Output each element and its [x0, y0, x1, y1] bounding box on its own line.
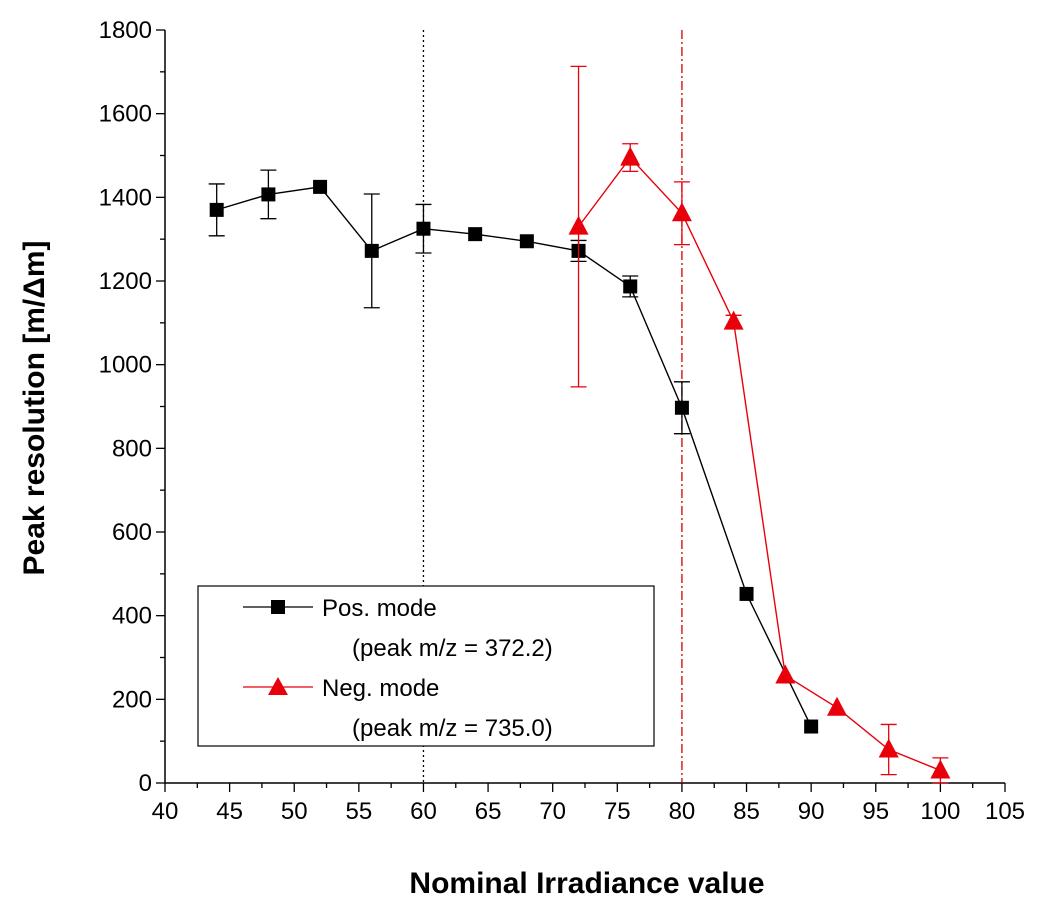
- data-point: [674, 400, 689, 415]
- x-tick-label: 60: [410, 798, 437, 825]
- y-tick-label: 400: [112, 603, 152, 630]
- legend: Pos. mode (peak m/z = 372.2) Neg. mode (…: [197, 585, 655, 747]
- x-tick-label: 70: [539, 798, 566, 825]
- x-tick-label: 55: [345, 798, 372, 825]
- y-tick-label: 600: [112, 519, 152, 546]
- y-tick-label: 800: [112, 435, 152, 462]
- x-tick-label: 75: [604, 798, 631, 825]
- data-point: [620, 146, 641, 166]
- y-tick-label: 1200: [99, 268, 152, 295]
- data-point: [568, 215, 589, 235]
- data-point: [723, 310, 744, 330]
- legend-marker-neg: [268, 677, 288, 695]
- data-point: [739, 586, 754, 601]
- legend-label-neg: Neg. mode: [322, 675, 439, 702]
- data-point: [364, 243, 379, 258]
- y-tick-label: 1600: [99, 101, 152, 128]
- legend-marker-pos: [271, 600, 285, 614]
- x-tick-label: 50: [281, 798, 308, 825]
- legend-sublabel-pos: (peak m/z = 372.2): [352, 635, 553, 662]
- legend-label-pos: Pos. mode: [322, 595, 437, 622]
- data-point: [930, 759, 951, 779]
- x-tick-label: 105: [985, 798, 1025, 825]
- data-point: [468, 227, 483, 242]
- x-tick-label: 95: [862, 798, 889, 825]
- y-tick-label: 0: [139, 770, 152, 797]
- x-tick-label: 90: [798, 798, 825, 825]
- y-tick-label: 1800: [99, 17, 152, 44]
- series-layer: [208, 65, 951, 784]
- data-point: [313, 179, 328, 194]
- x-tick-label: 80: [669, 798, 696, 825]
- data-point: [804, 719, 819, 734]
- y-axis-title: Peak resolution [m/Δm]: [18, 241, 51, 576]
- data-point: [261, 187, 276, 202]
- x-tick-label: 45: [216, 798, 243, 825]
- y-tick-label: 1000: [99, 352, 152, 379]
- data-point: [209, 202, 224, 217]
- x-tick-label: 100: [920, 798, 960, 825]
- series-line: [577, 156, 941, 772]
- data-point: [775, 664, 796, 684]
- y-tick-label: 200: [112, 686, 152, 713]
- x-tick-label: 40: [152, 798, 179, 825]
- x-tick-label: 65: [475, 798, 502, 825]
- data-point: [519, 234, 534, 249]
- data-point: [827, 696, 847, 716]
- legend-sublabel-neg: (peak m/z = 735.0): [352, 715, 553, 742]
- y-tick-label: 1400: [99, 184, 152, 211]
- axes: 40 45 50 55 60 65 70 75 80 85 90 95 100 105 0 200 400 600…: [99, 17, 1025, 825]
- data-point: [623, 279, 638, 294]
- series-line: [216, 186, 812, 727]
- data-point: [878, 738, 899, 758]
- x-axis-title: Nominal Irradiance value: [409, 867, 764, 897]
- x-tick-label: 85: [733, 798, 760, 825]
- series-1: [568, 65, 951, 784]
- data-point: [416, 221, 431, 236]
- data-point: [671, 202, 692, 222]
